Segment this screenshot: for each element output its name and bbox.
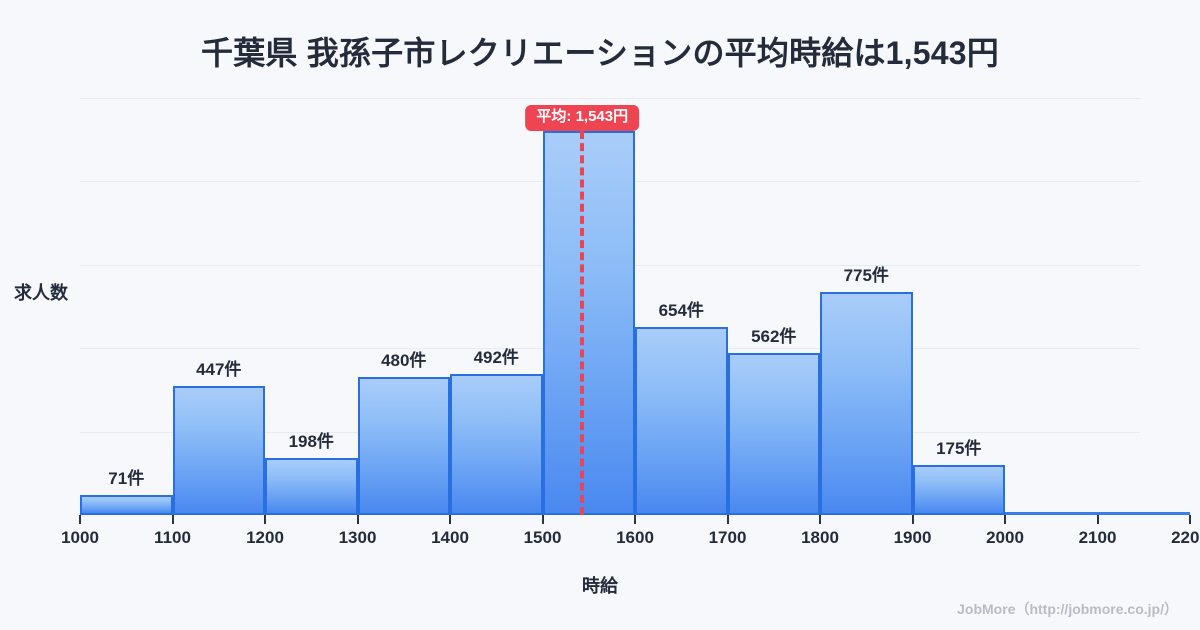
x-axis-tick <box>264 515 266 524</box>
bar[interactable] <box>265 458 358 515</box>
bar-group[interactable]: 775件 <box>820 98 913 515</box>
x-axis-tick-label: 2100 <box>1078 528 1117 547</box>
x-axis-tick-label: 1600 <box>616 528 654 547</box>
x-axis-tick-label: 1300 <box>338 528 377 547</box>
x-axis-tick <box>1189 515 1191 524</box>
bar-group[interactable]: 198件 <box>265 98 358 515</box>
x-axis-tick <box>356 515 359 524</box>
x-axis-tick-label: 1000 <box>61 528 99 547</box>
x-axis-tick <box>726 515 729 524</box>
x-axis-tick-label: 2000 <box>986 528 1024 547</box>
bar[interactable] <box>1005 512 1098 515</box>
x-axis-tick-label: 1400 <box>431 528 469 547</box>
x-axis-tick <box>79 515 81 524</box>
bar-series: 71件 447件 198件 480件 492件 1,334件 654件 562件 775件 175… <box>80 98 1190 515</box>
x-axis-tick <box>911 515 914 524</box>
x-axis-title: 時給 <box>582 576 618 596</box>
bar-group[interactable] <box>1005 98 1098 515</box>
x-axis-tick <box>541 515 544 524</box>
bar[interactable] <box>450 373 543 515</box>
footer-watermark: JobMore（http://jobmore.co.jp/） <box>957 601 1178 617</box>
average-line <box>580 131 585 515</box>
bar-group[interactable]: 71件 <box>80 98 173 515</box>
bar-group[interactable]: 654件 <box>635 98 728 515</box>
x-axis-tick <box>449 515 451 524</box>
bar-value-label: 198件 <box>288 432 334 452</box>
x-axis-tick-label: 1200 <box>246 528 284 547</box>
bar-group[interactable]: 480件 <box>357 98 450 515</box>
bar-value-label: 775件 <box>843 266 889 286</box>
bar[interactable] <box>1097 512 1190 515</box>
x-axis-tick-label: 1500 <box>523 528 562 547</box>
bar-value-label: 480件 <box>381 350 427 370</box>
x-axis-tick <box>171 515 174 524</box>
gridline <box>80 98 1140 99</box>
bar-group[interactable]: 447件 <box>172 98 265 515</box>
bar[interactable] <box>820 292 913 515</box>
bar-value-label: 71件 <box>108 468 145 488</box>
bar[interactable] <box>542 131 635 515</box>
bar-group[interactable]: 562件 <box>727 98 820 515</box>
x-axis-tick-label: 1900 <box>893 528 932 547</box>
y-axis-title: 求人数 <box>14 283 68 303</box>
bar-value-label: 175件 <box>936 438 982 458</box>
bar[interactable] <box>172 386 265 515</box>
bar[interactable] <box>635 326 728 515</box>
bar-group[interactable]: 492件 <box>450 98 543 515</box>
bar-value-label: 447件 <box>196 360 242 380</box>
bar[interactable] <box>357 376 450 515</box>
bar[interactable] <box>80 494 173 515</box>
bar-group[interactable]: 175件 <box>912 98 1005 515</box>
x-axis-tick-label: 1700 <box>708 528 747 547</box>
x-axis-tick-label: 1800 <box>801 528 839 547</box>
plot-area: 71件 447件 198件 480件 492件 1,334件 654件 562件 775件 175… <box>80 98 1190 515</box>
average-badge: 平均: 1,543円 <box>525 105 640 131</box>
x-axis-tick <box>1096 515 1099 524</box>
bar-group[interactable] <box>1097 98 1190 515</box>
x-axis-tick <box>819 515 821 524</box>
x-axis-tick <box>634 515 636 524</box>
bar[interactable] <box>912 464 1005 515</box>
chart-title: 千葉県 我孫子市レクリエーションの平均時給は1,543円 <box>201 35 999 71</box>
bar[interactable] <box>727 353 820 515</box>
x-axis-tick-label: 1100 <box>154 528 191 547</box>
bar-group[interactable]: 1,334件 <box>542 98 635 515</box>
x-axis-tick-label: 2200 <box>1171 528 1200 547</box>
x-axis-tick <box>1004 515 1006 524</box>
bar-value-label: 654件 <box>658 300 704 320</box>
bar-value-label: 492件 <box>473 347 519 367</box>
bar-value-label: 562件 <box>751 327 797 347</box>
